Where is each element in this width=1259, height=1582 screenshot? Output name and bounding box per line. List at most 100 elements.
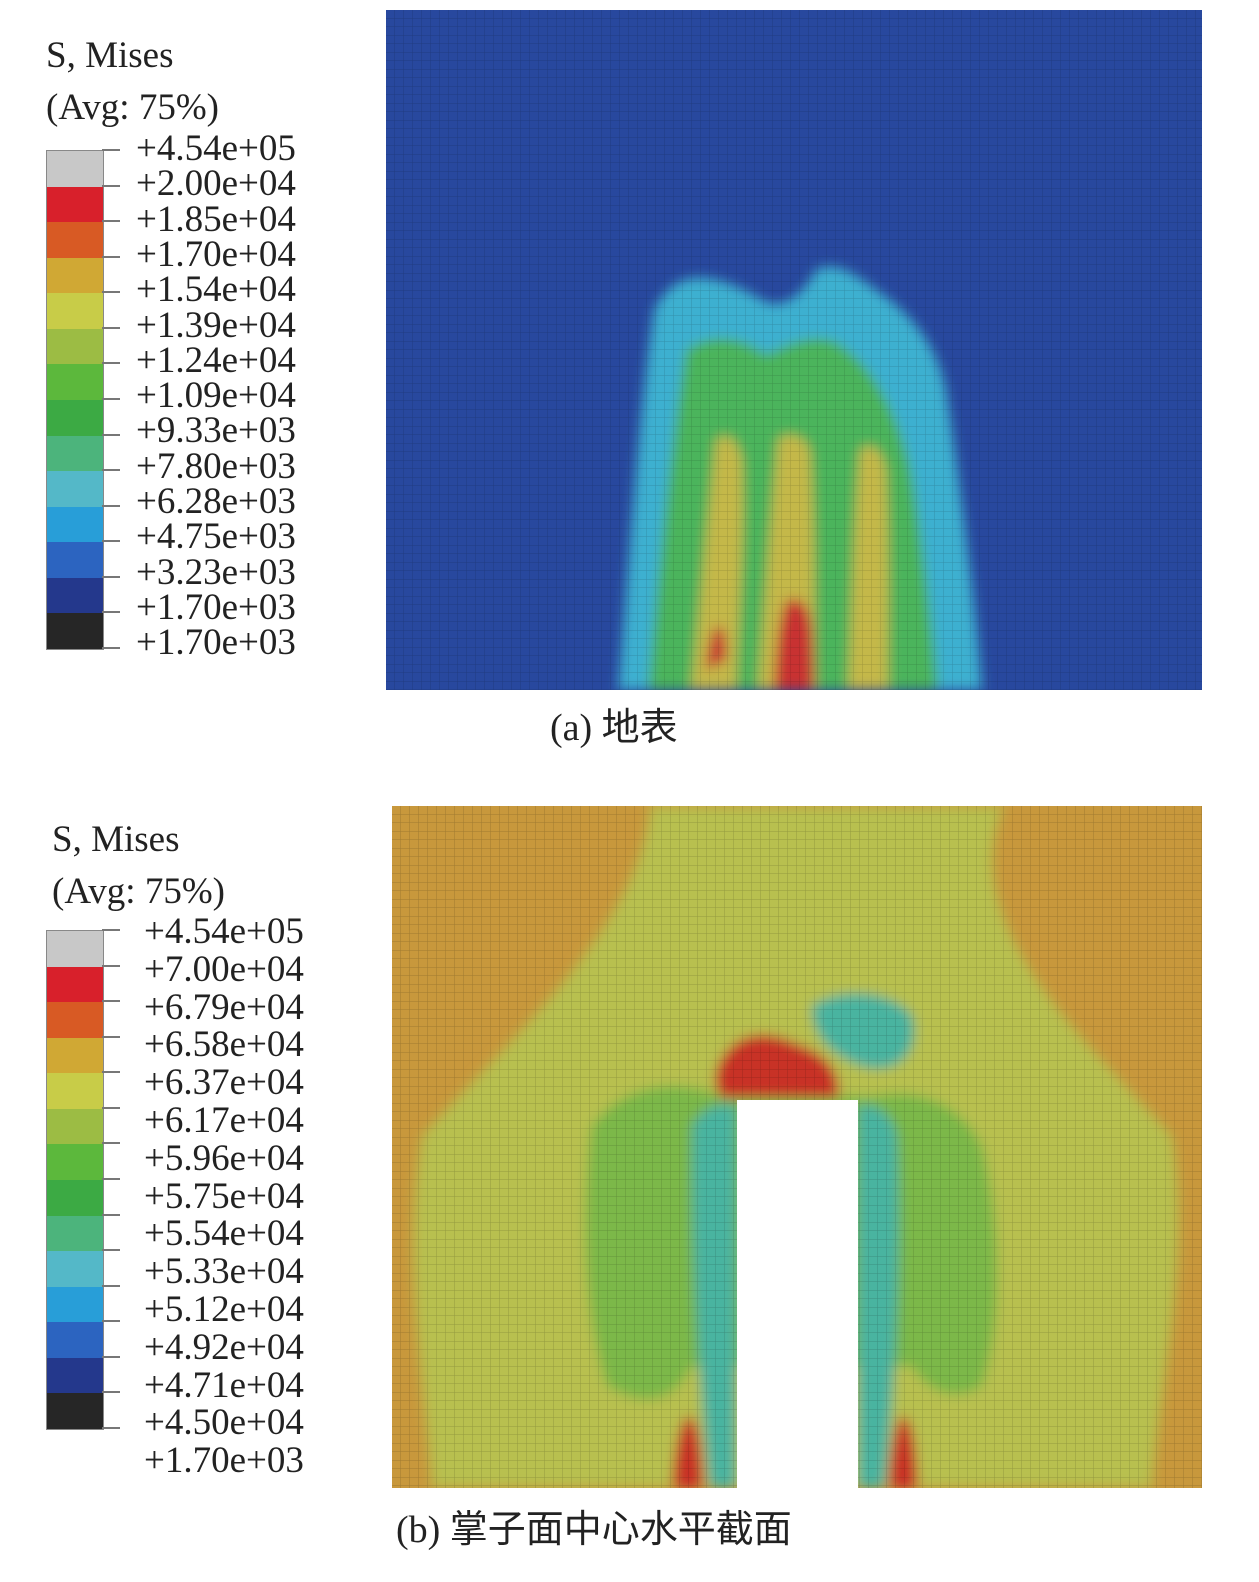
legend-swatch (47, 471, 103, 507)
legend-tick (102, 1213, 120, 1216)
legend-swatch (47, 435, 103, 472)
legend-label: +2.00e+04 (136, 163, 296, 205)
legend-swatch (47, 1322, 103, 1358)
legend-swatch (47, 577, 103, 614)
legend-tick (102, 611, 120, 614)
legend-swatch (47, 931, 103, 967)
legend-tick (102, 149, 120, 151)
legend-tick (102, 540, 120, 543)
legend-swatch (47, 1286, 103, 1323)
legend-swatch (47, 542, 103, 578)
legend-label: +4.71e+04 (144, 1364, 304, 1406)
color-legend-bar (46, 930, 104, 1430)
legend-tick (102, 1427, 120, 1429)
legend-tick (102, 1071, 120, 1074)
legend-swatch (47, 1037, 103, 1074)
legend-label: +7.00e+04 (144, 948, 304, 990)
legend-label: +1.39e+04 (136, 304, 296, 346)
legend-tick (102, 504, 120, 507)
legend-swatch (47, 1108, 103, 1145)
legend-tick (102, 362, 120, 365)
legend-label: +6.28e+03 (136, 481, 296, 522)
legend-label: +4.54e+05 (136, 128, 296, 169)
tunnel-cavity (737, 1100, 858, 1488)
legend-tick (102, 184, 120, 187)
legend-tick (102, 469, 120, 472)
legend-swatch (47, 222, 103, 258)
legend-tick (102, 433, 120, 436)
legend-label: +5.75e+04 (144, 1175, 304, 1217)
legend-label: +1.09e+04 (136, 375, 296, 417)
legend-tick (102, 1000, 120, 1003)
legend-swatch (47, 1357, 103, 1394)
legend-swatch (47, 1179, 103, 1216)
legend-swatch (47, 399, 103, 436)
color-legend-bar (46, 150, 104, 650)
legend-tick (102, 964, 120, 967)
legend-subtitle: (Avg: 75%) (46, 87, 219, 128)
legend-label: +5.96e+04 (144, 1137, 304, 1179)
legend-swatch (47, 257, 103, 294)
legend-label: +6.79e+04 (144, 986, 304, 1028)
legend-swatch (47, 1073, 103, 1109)
legend-label: +4.50e+04 (144, 1402, 304, 1444)
legend-tick (102, 929, 120, 931)
legend-swatch (47, 1393, 103, 1429)
legend-tick (102, 1035, 120, 1038)
legend-label: +4.75e+03 (136, 516, 296, 558)
legend-subtitle: (Avg: 75%) (52, 871, 225, 912)
legend-swatch (47, 1144, 103, 1180)
legend-label: +5.33e+04 (144, 1251, 304, 1293)
legend-swatch (47, 613, 103, 649)
panel-face-section: S, Mises (Avg: 75%) +4.54e+05 +7.00e+04 +6… (0, 790, 1259, 1582)
legend-swatch (47, 1002, 103, 1038)
legend-label: +5.12e+04 (144, 1289, 304, 1330)
legend-label: +7.80e+03 (136, 445, 296, 487)
legend-tick (102, 1355, 120, 1358)
legend-label: +1.85e+04 (136, 198, 296, 240)
legend-tick (102, 1249, 120, 1252)
caption: (b) 掌子面中心水平截面 (396, 1509, 792, 1551)
legend-label: +1.24e+04 (136, 339, 296, 381)
stress-contour-section (392, 806, 1202, 1488)
legend-label: +1.70e+03 (144, 1440, 304, 1482)
legend-tick (102, 647, 120, 649)
legend-label: +6.37e+04 (144, 1062, 304, 1104)
legend-tick (102, 575, 120, 578)
panel-surface: S, Mises (Avg: 75%) +4.54e+05 +2.00e+04 +1… (0, 0, 1259, 790)
legend-tick (102, 291, 120, 294)
mesh-grid (386, 10, 1202, 690)
legend-label: +1.70e+03 (136, 586, 296, 628)
legend-swatch (47, 1251, 103, 1287)
stress-contour-surface (386, 10, 1202, 690)
legend-tick (102, 1142, 120, 1145)
legend-tick (102, 1320, 120, 1323)
caption: (a) 地表 (550, 707, 678, 749)
legend-title: S, Mises (46, 35, 174, 76)
legend-label: +9.33e+03 (136, 410, 296, 452)
legend-label: +5.54e+04 (144, 1213, 304, 1255)
legend-swatch (47, 293, 103, 329)
legend-swatch (47, 186, 103, 223)
legend-label: +1.70e+03 (136, 622, 296, 664)
legend-tick (102, 255, 120, 258)
legend-swatch (47, 506, 103, 543)
legend-label: +4.92e+04 (144, 1326, 304, 1368)
legend-swatch (47, 328, 103, 365)
legend-swatch (47, 966, 103, 1003)
legend-label: +3.23e+03 (136, 551, 296, 593)
legend-label: +1.70e+04 (136, 233, 296, 275)
legend-tick (102, 398, 120, 400)
legend-tick (102, 220, 120, 223)
legend-title: S, Mises (52, 819, 180, 860)
legend-swatch (47, 1215, 103, 1252)
legend-label: +4.54e+05 (144, 911, 304, 952)
legend-tick (102, 1178, 120, 1180)
legend-tick (102, 326, 120, 329)
legend-tick (102, 1284, 120, 1287)
legend-tick (102, 1391, 120, 1394)
legend-swatch (47, 364, 103, 400)
legend-label: +6.17e+04 (144, 1100, 304, 1141)
legend-label: +1.54e+04 (136, 269, 296, 311)
legend-tick (102, 1106, 120, 1109)
